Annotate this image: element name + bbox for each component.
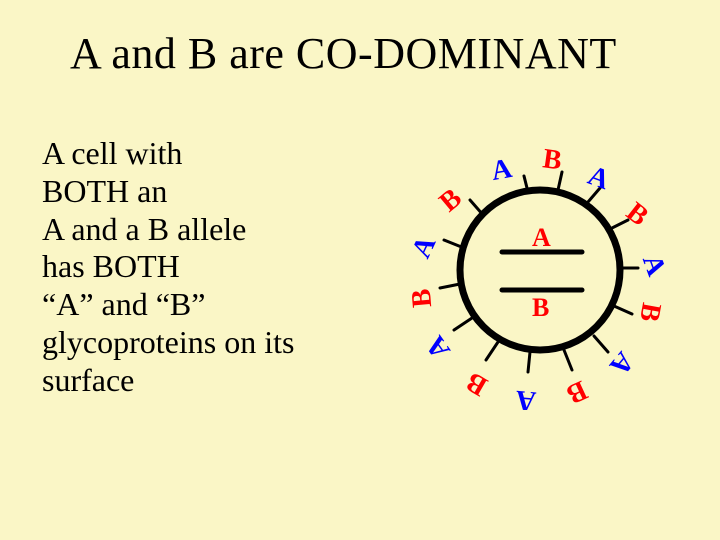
cell-membrane [460,190,620,350]
glycoprotein-letter: B [633,300,667,324]
body-line: has BOTH [42,248,382,286]
glycoprotein-letter: A [514,384,538,410]
cell-diagram: ABABABABABABABAB [380,130,700,410]
glycoprotein-letter: B [406,288,439,309]
glycoprotein-letter: B [541,143,564,176]
slide-body: A cell withBOTH anA and a B allelehas BO… [42,135,382,399]
inner-allele-label: A [532,223,551,252]
glycoprotein-letter: A [419,329,456,364]
glycoprotein-stick [614,306,632,314]
body-line: BOTH an [42,173,382,211]
cell-diagram-svg: ABABABABABABABAB [380,130,700,410]
glycoprotein-letter: B [620,196,654,232]
glycoprotein-letter: A [406,231,443,263]
body-line: “A” and “B” [42,286,382,324]
body-line: A cell with [42,135,382,173]
glycoprotein-letter: B [461,366,493,402]
glycoprotein-stick [564,350,572,370]
inner-allele-label: B [532,293,549,322]
glycoprotein-stick [440,284,460,288]
body-line: A and a B allele [42,211,382,249]
glycoprotein-stick [528,352,530,372]
glycoprotein-letter: B [562,374,592,410]
glycoprotein-letter: A [489,153,515,187]
glycoprotein-stick [486,342,498,360]
glycoprotein-letter: B [434,183,468,219]
glycoprotein-stick [594,336,608,352]
body-line: surface [42,362,382,400]
slide: A and B are CO-DOMINANT A cell withBOTH … [0,0,720,540]
glycoprotein-letter: A [584,160,614,196]
body-line: glycoproteins on its [42,324,382,362]
slide-title: A and B are CO-DOMINANT [70,28,700,79]
glycoprotein-stick [454,318,472,330]
glycoprotein-letter: A [636,250,672,280]
